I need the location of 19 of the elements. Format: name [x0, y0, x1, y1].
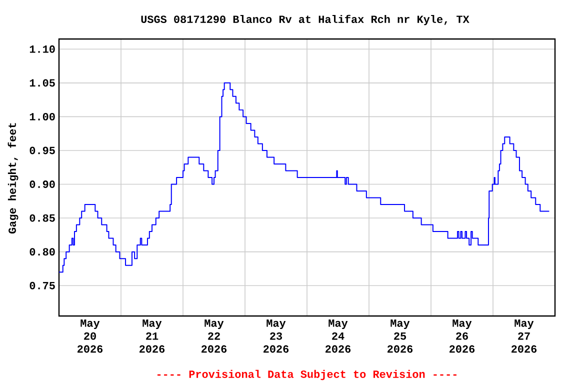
- x-tick-label: May 22 2026: [202, 320, 227, 353]
- y-tick-label: 0.85: [30, 214, 55, 222]
- x-tick-label: May 20 2026: [78, 320, 103, 353]
- y-tick-label: 0.90: [30, 180, 55, 188]
- x-tick-label: May 25 2026: [388, 320, 413, 353]
- y-tick-label: 0.75: [30, 282, 55, 290]
- y-tick-label: 1.10: [30, 45, 55, 53]
- text: ---- Provisional Data Subject to Revision ----: [157, 370, 456, 380]
- y-tick-label: 1.05: [30, 79, 55, 87]
- y-tick-label: 0.95: [30, 146, 55, 154]
- chart-title: USGS 08171290 Blanco Rv at Halifax Rch nr Kyle, TX: [141, 14, 470, 26]
- y-tick-label: 1.00: [30, 112, 55, 120]
- y-axis-title: Gage height, feet: [8, 123, 18, 234]
- x-tick-label: May 26 2026: [450, 320, 475, 353]
- x-tick-label: May 27 2026: [512, 320, 537, 353]
- x-tick-label: May 21 2026: [140, 320, 165, 353]
- x-tick-label: May 24 2026: [326, 320, 351, 353]
- y-tick-label: 0.80: [30, 248, 55, 256]
- x-tick-label: May 23 2026: [264, 320, 289, 353]
